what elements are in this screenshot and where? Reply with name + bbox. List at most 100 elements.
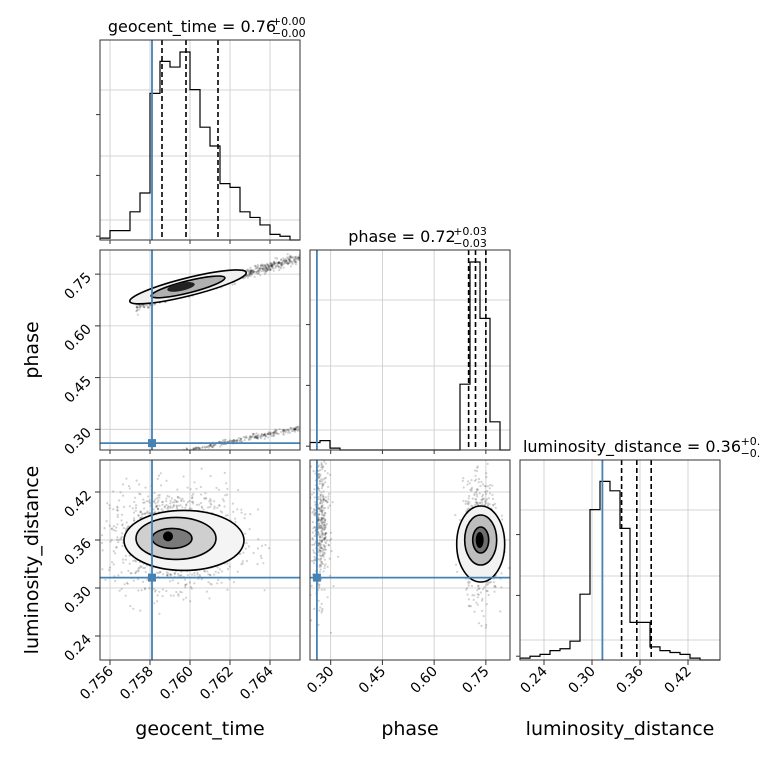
sample-point — [134, 571, 138, 574]
sample-point — [272, 261, 275, 264]
sample-point — [271, 263, 274, 266]
sample-point — [288, 431, 292, 434]
sample-point — [161, 501, 164, 504]
sample-point — [486, 485, 489, 488]
sample-point — [296, 425, 299, 428]
sample-point — [331, 501, 334, 504]
sample-point — [216, 506, 219, 509]
sample-point — [485, 589, 488, 593]
sample-point — [262, 270, 265, 273]
sample-point — [250, 435, 253, 438]
sample-point — [269, 433, 272, 436]
sample-point — [266, 267, 269, 270]
sample-point — [134, 509, 137, 512]
sample-point — [220, 581, 223, 584]
title-superscript: +0.03 — [453, 225, 487, 238]
y-axis-label: phase — [21, 321, 43, 378]
sample-point — [323, 477, 326, 480]
sample-point — [320, 557, 323, 560]
sample-point — [476, 589, 479, 592]
sample-point — [221, 511, 224, 514]
sample-point — [140, 304, 143, 308]
sample-point — [250, 269, 254, 272]
sample-point — [136, 313, 139, 316]
x-axis-label: luminosity_distance — [526, 718, 715, 740]
sample-point — [196, 446, 199, 449]
sample-point — [275, 430, 278, 433]
sample-point — [262, 434, 265, 437]
sample-point — [486, 583, 490, 586]
sample-point — [148, 306, 151, 309]
sample-point — [475, 503, 479, 506]
sample-point — [321, 484, 324, 487]
sample-point — [251, 432, 254, 435]
sample-point — [246, 268, 249, 271]
sample-point — [245, 274, 249, 277]
sample-point — [214, 570, 217, 573]
sample-point — [319, 564, 322, 567]
sample-point — [139, 511, 142, 514]
sample-point — [196, 571, 199, 575]
sample-point — [274, 430, 277, 433]
panel-border — [309, 249, 511, 451]
sample-point — [143, 512, 147, 515]
sample-point — [322, 498, 325, 501]
sample-point — [180, 498, 183, 502]
sample-point — [193, 447, 196, 450]
sample-point — [322, 524, 325, 527]
x-axis-label: geocent_time — [135, 718, 264, 740]
sample-point — [494, 586, 497, 589]
sample-point — [146, 306, 150, 309]
sample-point — [214, 443, 217, 446]
sample-point — [272, 431, 276, 434]
sample-point — [475, 489, 478, 492]
sample-point — [212, 444, 215, 447]
sample-point — [182, 598, 185, 601]
sample-point — [267, 432, 270, 435]
sample-point — [124, 594, 127, 597]
sample-point — [139, 304, 142, 307]
sample-point — [245, 436, 248, 439]
panel-phase-vs-luminosity_distance — [309, 459, 511, 661]
sample-point — [282, 432, 285, 435]
sample-point — [191, 494, 194, 497]
sample-point — [493, 590, 496, 593]
sample-point — [297, 258, 300, 261]
sample-point — [326, 472, 329, 475]
sample-point — [321, 520, 325, 523]
sample-point — [121, 523, 124, 526]
sample-point — [470, 486, 473, 489]
sample-point — [262, 264, 265, 267]
sample-point — [205, 497, 208, 500]
sample-point — [172, 504, 175, 507]
sample-point — [461, 479, 464, 482]
sample-point — [263, 272, 267, 275]
sample-point — [318, 583, 321, 586]
sample-point — [286, 262, 289, 265]
sample-point — [285, 430, 288, 433]
sample-point — [476, 603, 479, 606]
sample-point — [297, 256, 300, 259]
sample-point — [499, 610, 502, 613]
sample-point — [264, 267, 267, 270]
sample-point — [289, 260, 292, 263]
sample-point — [231, 283, 234, 286]
sample-point — [294, 258, 297, 261]
sample-point — [266, 262, 269, 266]
sample-point — [266, 269, 269, 272]
sample-point — [317, 548, 320, 551]
sample-point — [294, 257, 297, 260]
sample-point — [186, 486, 189, 489]
sample-point — [106, 502, 109, 505]
sample-point — [254, 435, 257, 438]
sample-point — [323, 528, 326, 531]
sample-point — [158, 504, 161, 507]
sample-point — [197, 503, 200, 506]
sample-point — [252, 434, 255, 437]
sample-point — [321, 532, 325, 536]
sample-point — [208, 597, 211, 600]
sample-point — [312, 508, 315, 511]
sample-point — [317, 507, 320, 511]
sample-point — [153, 602, 156, 605]
sample-point — [166, 574, 169, 577]
